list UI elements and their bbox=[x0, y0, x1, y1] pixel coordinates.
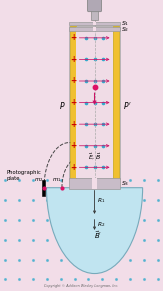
Text: $S_2$: $S_2$ bbox=[121, 25, 130, 33]
Bar bbox=[42, 180, 45, 196]
Text: $m_1$: $m_1$ bbox=[52, 176, 61, 184]
Text: $P'$: $P'$ bbox=[123, 100, 132, 111]
Text: +: + bbox=[70, 55, 76, 64]
Text: +: + bbox=[70, 120, 76, 129]
Text: Copyright © Addison Wesley Longman, Inc.: Copyright © Addison Wesley Longman, Inc. bbox=[44, 283, 119, 288]
Text: $P$: $P$ bbox=[59, 100, 66, 111]
Bar bbox=[69, 26, 120, 179]
Text: $R_1$: $R_1$ bbox=[97, 196, 106, 205]
Text: $m_2$: $m_2$ bbox=[34, 176, 43, 184]
Bar bbox=[93, 27, 96, 31]
Bar bbox=[69, 178, 120, 189]
Text: Photographic
plate: Photographic plate bbox=[7, 170, 41, 181]
Text: $S_1$: $S_1$ bbox=[121, 19, 130, 28]
Text: $R_2$: $R_2$ bbox=[97, 220, 106, 229]
Wedge shape bbox=[46, 188, 143, 274]
Text: +: + bbox=[70, 33, 76, 42]
Bar bbox=[69, 22, 120, 25]
Text: +: + bbox=[70, 163, 76, 172]
Text: +: + bbox=[70, 98, 76, 107]
Bar bbox=[93, 22, 96, 25]
FancyBboxPatch shape bbox=[88, 0, 102, 12]
Bar bbox=[91, 9, 98, 20]
Bar bbox=[69, 27, 120, 31]
Text: +: + bbox=[70, 77, 76, 86]
Bar bbox=[76, 27, 113, 178]
Text: $S_3$: $S_3$ bbox=[121, 179, 129, 188]
Text: +: + bbox=[70, 141, 76, 150]
Bar bbox=[70, 26, 76, 179]
Bar bbox=[113, 26, 119, 179]
Text: $\vec{B}'$: $\vec{B}'$ bbox=[94, 229, 102, 241]
Text: $\vec{E},\vec{B}$: $\vec{E},\vec{B}$ bbox=[88, 151, 101, 161]
Bar bbox=[92, 178, 97, 189]
